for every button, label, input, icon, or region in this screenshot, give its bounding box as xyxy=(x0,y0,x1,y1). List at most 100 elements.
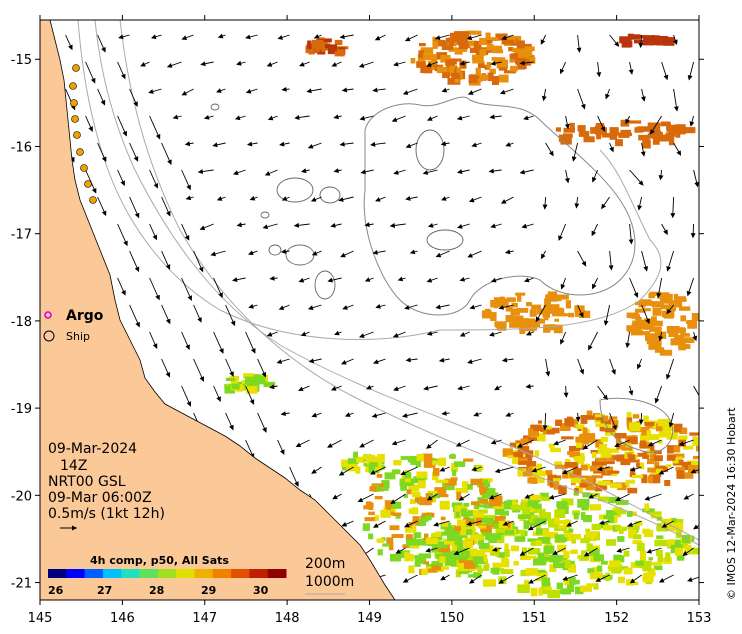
sst-pixel xyxy=(595,439,602,448)
current-vector-head xyxy=(232,277,238,283)
colorbar-segment xyxy=(139,569,159,578)
sst-pixel xyxy=(490,312,497,321)
sst-pixel xyxy=(630,562,638,568)
sst-pixel xyxy=(642,574,654,583)
current-vector-head xyxy=(523,277,530,283)
current-vector-head xyxy=(294,481,299,487)
sst-pixel xyxy=(589,465,603,472)
sst-pixel xyxy=(473,513,484,521)
current-vector-head xyxy=(459,277,466,282)
sst-pixel xyxy=(636,462,644,468)
current-vector-head xyxy=(266,62,273,67)
sst-pixel xyxy=(502,448,513,457)
current-vector-head xyxy=(658,175,664,181)
sst-pixel xyxy=(481,493,490,499)
sst-pixel xyxy=(486,40,493,44)
current-vector-head xyxy=(140,61,146,67)
sst-pixel xyxy=(606,510,613,517)
sst-pixel xyxy=(520,531,526,538)
sst-pixel xyxy=(571,478,579,484)
sst-pixel xyxy=(568,533,581,540)
sst-pixel xyxy=(441,521,448,527)
sst-pixel xyxy=(441,531,453,536)
sst-pixel xyxy=(581,506,588,510)
sst-pixel xyxy=(638,300,646,308)
sst-pixel xyxy=(606,539,616,546)
sst-pixel xyxy=(405,534,413,540)
reef-outline-north xyxy=(363,96,636,316)
sst-pixel xyxy=(439,500,450,510)
current-vector-head xyxy=(560,339,565,345)
current-vector-head xyxy=(666,308,672,315)
sst-pixel xyxy=(490,551,499,556)
sst-pixel xyxy=(365,501,372,508)
sst-pixel xyxy=(529,494,542,501)
sst-pixel xyxy=(420,515,429,522)
sst-pixel xyxy=(596,133,601,140)
sst-pixel xyxy=(648,434,660,441)
sst-pixel xyxy=(510,504,524,511)
sst-pixel xyxy=(263,381,276,388)
current-vector-head xyxy=(121,73,126,80)
sst-pixel xyxy=(464,560,476,569)
sst-pixel xyxy=(477,525,487,529)
sst-pixel xyxy=(516,40,525,49)
sst-pixel xyxy=(651,562,663,566)
current-vector-head xyxy=(100,99,106,106)
sst-pixel xyxy=(561,313,572,317)
sst-pixel xyxy=(495,321,507,329)
sst-pixel xyxy=(680,333,690,337)
sst-pixel xyxy=(663,37,675,46)
current-vector-head xyxy=(357,497,364,502)
colorbar-segment xyxy=(157,569,177,578)
sst-pixel xyxy=(524,579,529,588)
sst-pixel xyxy=(608,454,618,461)
sst-pixel xyxy=(510,443,517,448)
sst-pixel xyxy=(656,423,664,432)
current-vector-head xyxy=(280,249,287,254)
sst-pixel xyxy=(381,480,390,489)
sst-pixel xyxy=(438,494,449,498)
current-vector-head xyxy=(341,521,348,527)
lon-tick-label: 151 xyxy=(522,611,547,626)
sst-pixel xyxy=(610,483,622,489)
current-vector-head xyxy=(673,106,679,112)
sst-pixel xyxy=(666,124,677,132)
sst-pixel xyxy=(524,321,537,328)
sst-pixel xyxy=(524,59,530,64)
sst-pixel xyxy=(417,480,426,489)
sst-colorbar: 4h comp, p50, All Sats 26 27 28 29 30 xyxy=(44,553,290,599)
sst-pixel xyxy=(645,424,659,429)
current-vector-head xyxy=(516,443,523,448)
sst-pixel xyxy=(504,549,510,557)
sst-pixel xyxy=(460,526,472,536)
sst-pixel xyxy=(374,496,383,500)
sst-pixel xyxy=(442,72,450,79)
sst-pixel xyxy=(548,523,554,528)
current-vector-head xyxy=(670,213,676,219)
sst-pixel xyxy=(431,561,444,567)
current-vector-head xyxy=(455,442,462,447)
sst-pixel xyxy=(231,379,239,386)
colorbar-tick-27: 27 xyxy=(97,584,112,597)
sst-pixel xyxy=(353,451,358,458)
sst-pixel xyxy=(504,543,509,552)
current-vector xyxy=(706,143,709,159)
sst-pixel xyxy=(368,511,375,516)
sst-pixel xyxy=(431,54,437,63)
current-vector-head xyxy=(441,87,448,93)
current-vector-head xyxy=(438,357,445,363)
current-vector-head xyxy=(689,121,695,127)
sst-pixel xyxy=(448,66,455,74)
sst-pixel xyxy=(633,39,644,44)
current-vector-head xyxy=(592,283,597,290)
current-vector-head xyxy=(441,196,447,201)
argo-float xyxy=(80,164,88,172)
current-vector-head xyxy=(404,305,410,310)
sst-pixel xyxy=(490,300,495,308)
sst-pixel xyxy=(652,138,660,145)
current-vector-head xyxy=(404,36,411,42)
sst-pixel xyxy=(419,497,432,506)
sst-pixel xyxy=(684,337,695,343)
sst-pixel xyxy=(225,378,236,382)
